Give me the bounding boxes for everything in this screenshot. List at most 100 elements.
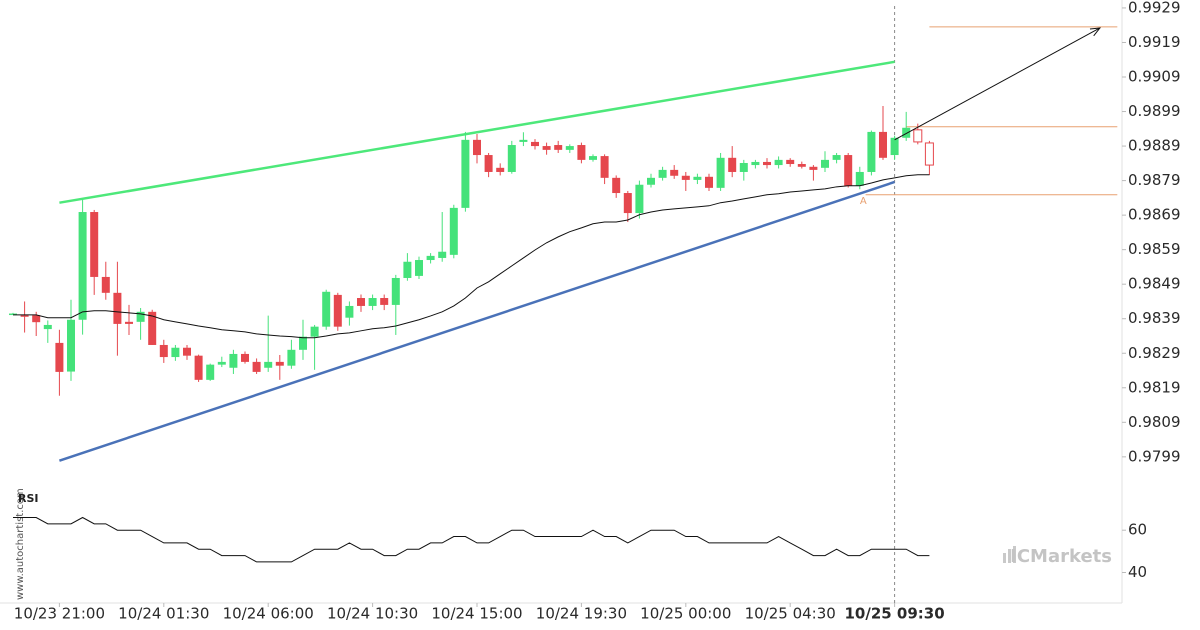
candle-body <box>809 166 818 170</box>
candle-body <box>148 311 157 345</box>
candle-body <box>554 145 563 150</box>
candle-body <box>252 361 261 372</box>
candle-body <box>78 212 87 320</box>
y-tick-label: 0.9899 <box>1128 102 1181 120</box>
y-tick-label: 0.9849 <box>1128 275 1181 293</box>
candle-body <box>890 137 899 156</box>
candle-body <box>496 167 505 172</box>
annotation-label: A <box>860 196 867 207</box>
icon-bar <box>1008 549 1011 563</box>
candle-body <box>264 361 273 368</box>
candle-body <box>438 251 447 258</box>
y-tick-label: 0.9919 <box>1128 33 1181 51</box>
candle-body <box>542 146 551 150</box>
candle-body <box>217 361 226 365</box>
candle-body <box>287 349 296 366</box>
candle-body <box>391 277 400 305</box>
candle-body <box>577 145 586 160</box>
x-tick-label: 10/25 04:30 <box>745 605 836 623</box>
y-tick-label: 0.9799 <box>1128 447 1181 465</box>
x-tick-label: 10/24 19:30 <box>536 605 627 623</box>
candle-body <box>380 298 389 305</box>
candle-body <box>403 261 412 278</box>
candle-body <box>333 294 342 327</box>
x-tick-label: 10/24 15:00 <box>431 605 522 623</box>
rsi-tick-label: 40 <box>1128 563 1147 581</box>
x-tick-label: 10/24 10:30 <box>327 605 418 623</box>
candle-body <box>855 171 864 186</box>
candle-body <box>821 159 829 168</box>
candle-body <box>716 157 725 188</box>
candle-body <box>647 177 655 185</box>
y-tick-label: 0.9829 <box>1128 344 1181 362</box>
x-tick-label: 10/25 09:30 <box>844 605 944 623</box>
candle-body <box>902 127 911 138</box>
candle-body <box>658 169 667 178</box>
candle-body <box>879 131 887 158</box>
candle-body <box>924 142 934 166</box>
candle-body <box>913 129 923 143</box>
candle-body <box>519 139 528 142</box>
x-tick-label: 10/23 21:00 <box>14 605 105 623</box>
brand: ICMarkets <box>1010 546 1112 567</box>
y-tick-label: 0.9909 <box>1128 68 1181 86</box>
candle-body <box>368 298 377 306</box>
candle-body <box>345 305 354 318</box>
trendline <box>59 60 895 204</box>
candle-body <box>171 347 180 358</box>
candle-body <box>101 276 110 293</box>
candle-body <box>507 145 516 172</box>
candle-body <box>484 155 493 172</box>
candle-body <box>357 298 365 306</box>
y-tick-label: 0.9819 <box>1128 378 1181 396</box>
candle-body <box>136 311 145 322</box>
candle-body <box>728 157 737 172</box>
candle-body <box>67 319 75 372</box>
candle-body <box>194 355 203 380</box>
arrow-head <box>1089 27 1102 37</box>
rsi-tick-label: 60 <box>1128 521 1147 539</box>
candle-body <box>20 315 29 317</box>
y-tick-label: 0.9839 <box>1128 309 1181 327</box>
candle-body <box>786 159 795 165</box>
candle-body <box>415 260 423 276</box>
candle-body <box>322 291 331 327</box>
candle-body <box>589 156 597 160</box>
y-tick-label: 0.9879 <box>1128 171 1181 189</box>
candle-body <box>600 156 609 178</box>
candle-body <box>241 353 249 362</box>
candle-body <box>229 353 238 368</box>
candle-body <box>844 155 853 186</box>
y-tick-label: 0.9889 <box>1128 137 1181 155</box>
candle-body <box>32 315 41 323</box>
candle-body <box>705 176 713 188</box>
x-tick-label: 10/24 06:00 <box>223 605 314 623</box>
candle-body <box>693 176 702 180</box>
candle-body <box>635 184 644 214</box>
candle-body <box>763 161 771 166</box>
x-tick-label: 10/25 00:00 <box>640 605 731 623</box>
candle-body <box>125 321 133 324</box>
candle-body <box>797 164 806 167</box>
candle-body <box>43 324 52 330</box>
trendline <box>59 180 895 462</box>
candle-body <box>670 169 679 176</box>
forecast-arrow <box>894 27 1101 141</box>
candle-body <box>461 139 470 208</box>
y-tick-label: 0.9859 <box>1128 240 1181 258</box>
y-tick-label: 0.9809 <box>1128 413 1181 431</box>
candle-body <box>113 292 122 324</box>
y-tick-label: 0.9929 <box>1128 0 1181 16</box>
rsi-line <box>13 516 930 563</box>
candle-body <box>55 342 64 372</box>
candle-body <box>159 344 168 358</box>
candle-body <box>275 361 284 366</box>
candle-body <box>623 193 632 214</box>
candle-body <box>867 131 876 172</box>
x-tick-label: 10/24 01:30 <box>118 605 209 623</box>
candle-body <box>183 347 191 356</box>
brand-icon <box>1003 546 1016 563</box>
candle-body <box>299 336 307 350</box>
candle-body <box>774 159 783 166</box>
